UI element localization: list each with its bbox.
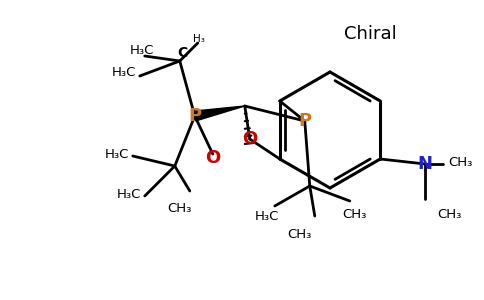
Text: Chiral: Chiral (344, 25, 396, 43)
Text: CH₃: CH₃ (342, 208, 366, 220)
Text: CH₃: CH₃ (167, 202, 192, 214)
Text: N: N (418, 155, 433, 173)
Text: H₃C: H₃C (112, 67, 136, 80)
Text: P: P (298, 112, 311, 130)
Text: C: C (178, 46, 188, 60)
Text: H₃C: H₃C (117, 188, 141, 200)
Text: H₃C: H₃C (130, 44, 154, 58)
Text: O: O (242, 130, 257, 148)
Text: H₃C: H₃C (255, 209, 279, 223)
Polygon shape (194, 106, 245, 121)
Text: H₃C: H₃C (105, 148, 129, 160)
Text: CH₃: CH₃ (287, 227, 312, 241)
Text: CH₃: CH₃ (437, 208, 462, 221)
Text: H₃: H₃ (193, 34, 205, 44)
Text: CH₃: CH₃ (448, 157, 472, 169)
Text: P: P (188, 107, 201, 125)
Text: O: O (205, 149, 220, 167)
